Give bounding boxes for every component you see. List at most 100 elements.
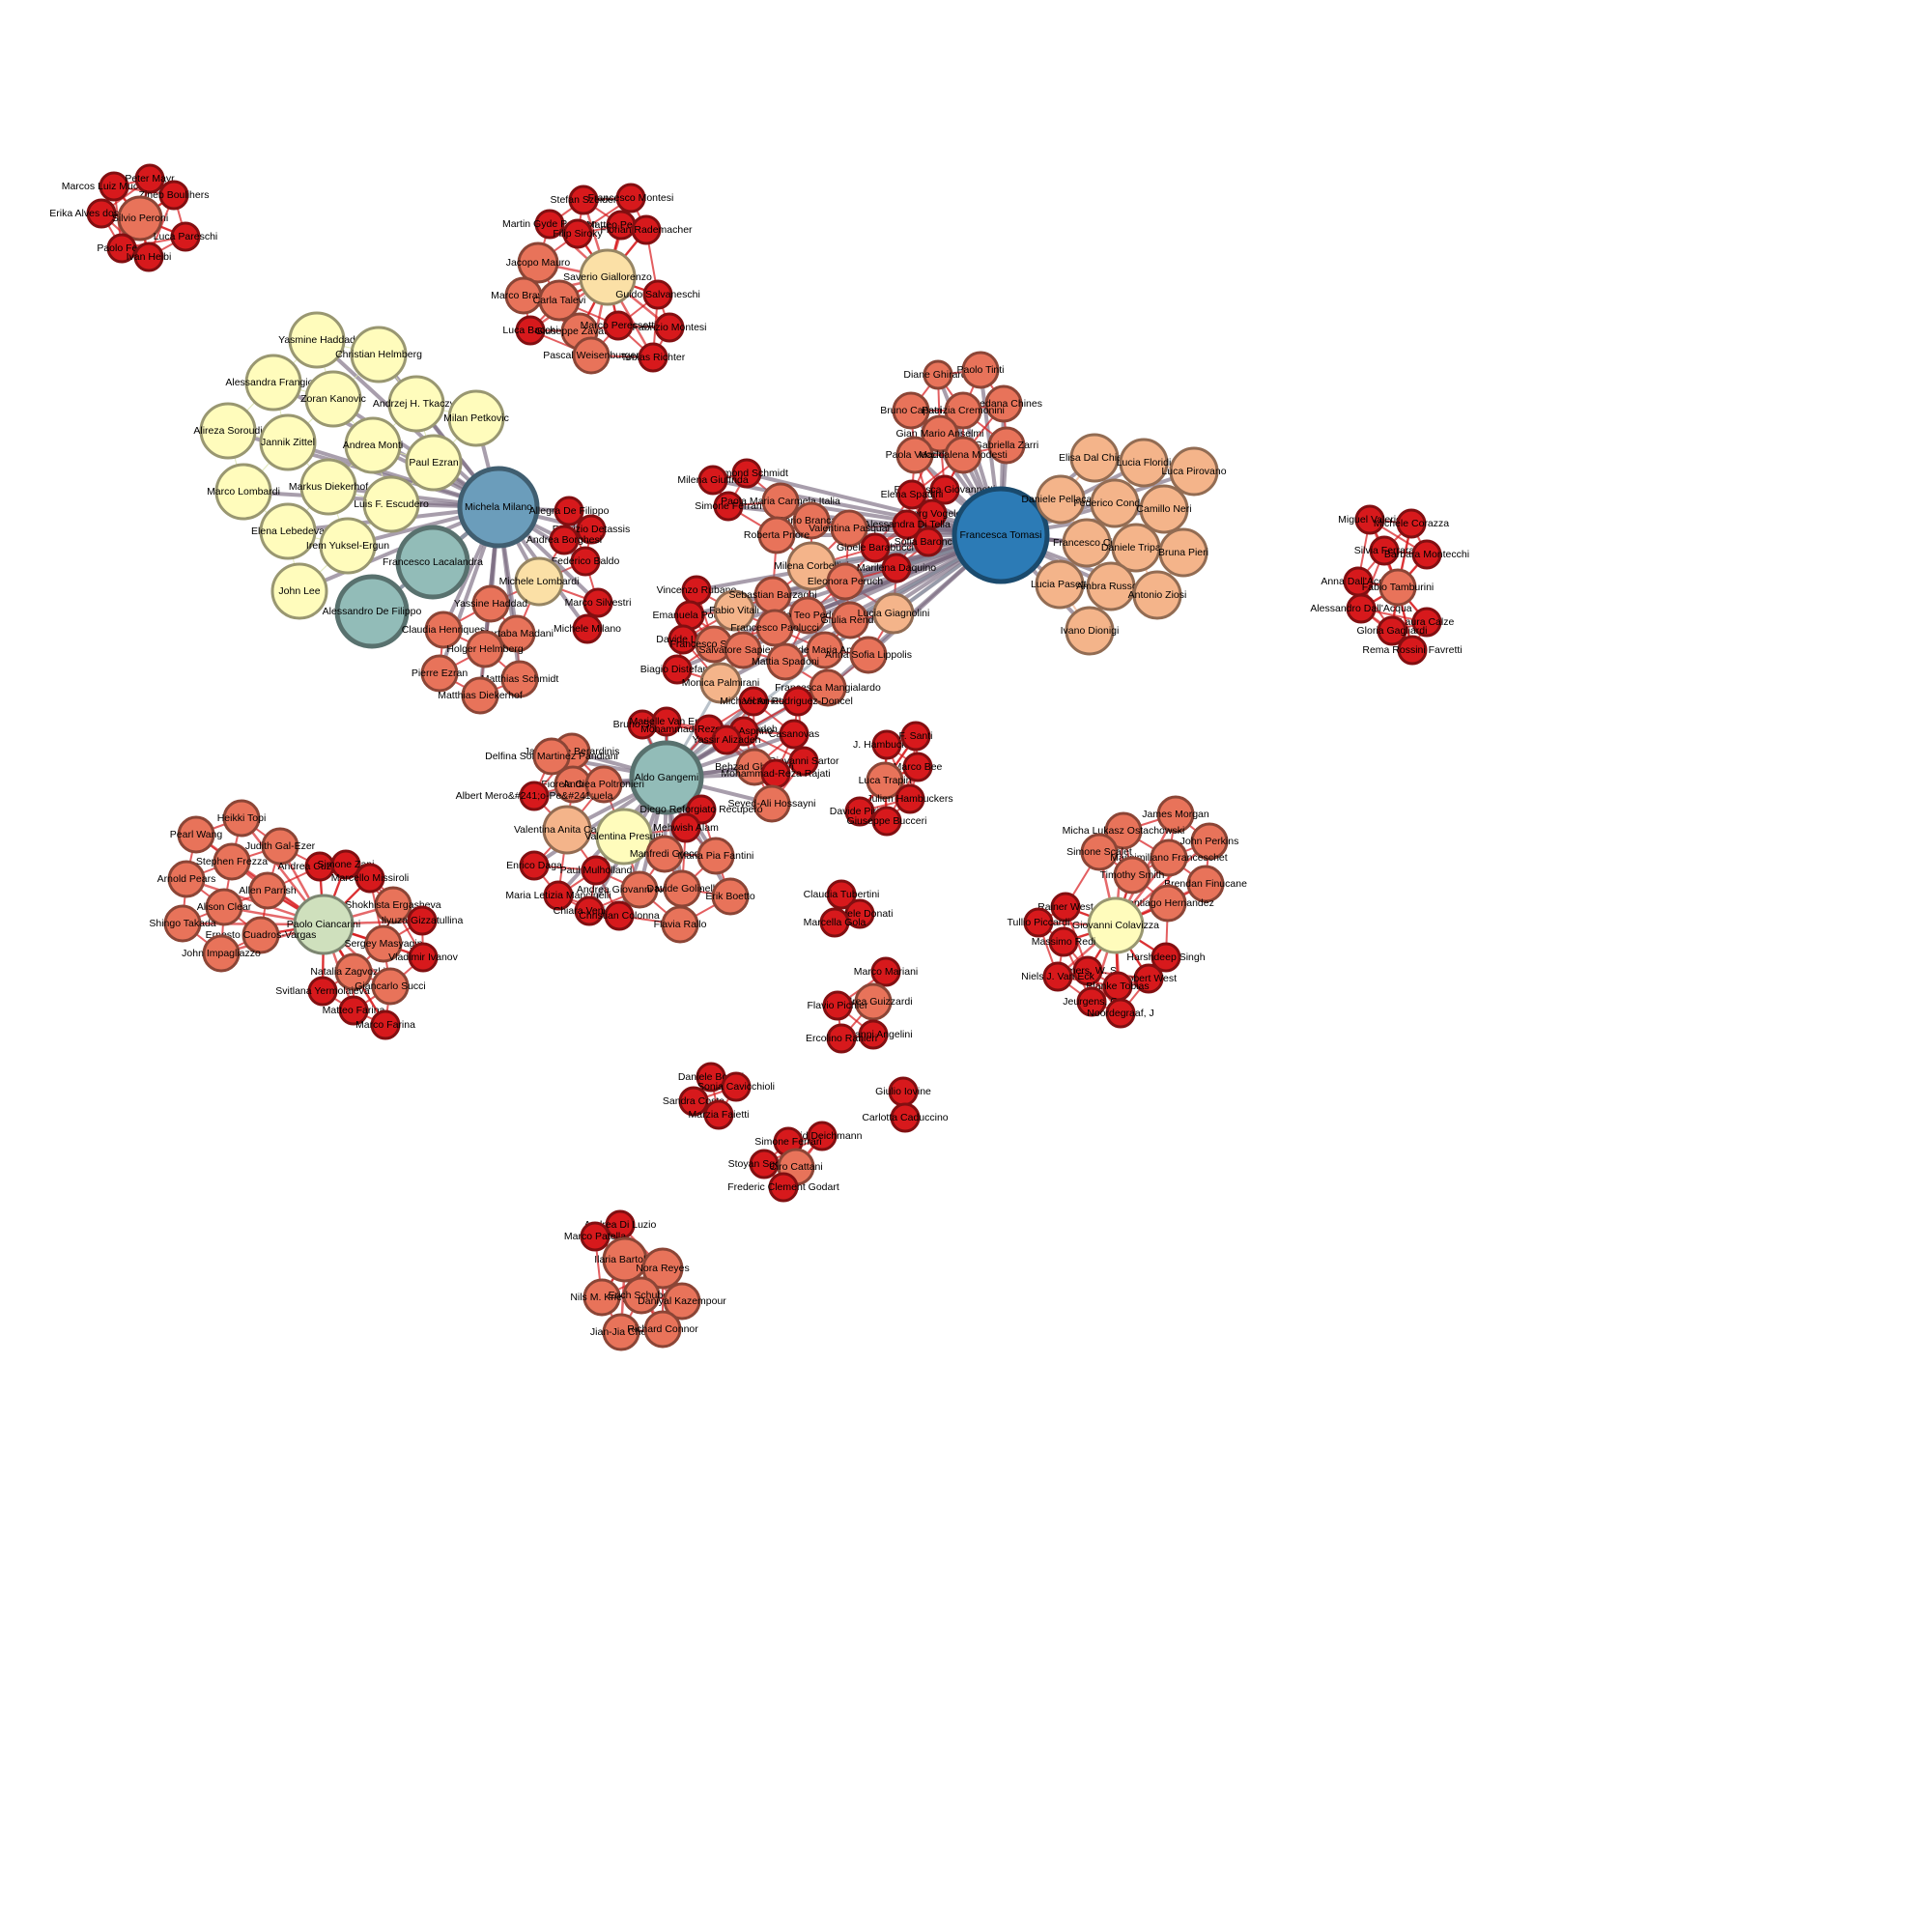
node-circle bbox=[913, 526, 944, 557]
node-circle bbox=[602, 1313, 640, 1351]
node-circle bbox=[620, 870, 659, 909]
node-circle bbox=[661, 905, 699, 944]
author-node[interactable]: Enrico Daga bbox=[506, 850, 562, 881]
author-node[interactable]: Harshdeep Singh bbox=[1126, 942, 1206, 973]
node-circle bbox=[574, 895, 605, 926]
node-circle bbox=[364, 924, 403, 963]
node-circle bbox=[643, 1310, 682, 1349]
node-circle bbox=[699, 662, 742, 704]
node-circle bbox=[888, 1076, 919, 1107]
node-circle bbox=[917, 498, 948, 529]
node-circle bbox=[1378, 568, 1417, 607]
author-node[interactable]: Giulio Iovine bbox=[875, 1076, 931, 1107]
node-circle bbox=[350, 326, 408, 384]
node-circle bbox=[420, 654, 459, 693]
node-circle bbox=[849, 636, 888, 674]
node-circle bbox=[202, 934, 241, 973]
author-node[interactable]: Michele Corazza bbox=[1374, 508, 1449, 539]
author-node[interactable]: Flavia Rallo bbox=[654, 905, 707, 944]
author-node[interactable]: Miguel Valerio bbox=[1338, 504, 1402, 535]
author-node[interactable]: Pascal Weisenburger bbox=[543, 336, 639, 375]
author-node[interactable]: Arnold Pears bbox=[157, 860, 216, 898]
node-circle bbox=[1035, 559, 1085, 610]
node-circle bbox=[1072, 955, 1103, 986]
author-node[interactable]: Andrea Monti bbox=[343, 416, 403, 474]
author-node[interactable]: Gabriella Zarri bbox=[975, 426, 1039, 465]
author-node[interactable]: Erik Boetto bbox=[705, 877, 755, 916]
node-circle bbox=[871, 806, 902, 837]
node-circle bbox=[471, 584, 510, 623]
author-node[interactable]: Rema Rossini Favretti bbox=[1362, 635, 1463, 666]
author-node[interactable]: Francesca Tomasi bbox=[952, 486, 1050, 584]
author-node[interactable]: Alireza Soroudi bbox=[193, 402, 263, 460]
node-circle bbox=[826, 879, 857, 910]
node-circle bbox=[584, 765, 623, 804]
author-node[interactable]: Casanovas bbox=[769, 719, 820, 750]
author-node[interactable]: Alison Clear bbox=[197, 888, 252, 926]
node-circle bbox=[892, 509, 923, 540]
author-node[interactable]: F. Santi bbox=[898, 721, 933, 752]
node-circle bbox=[757, 516, 796, 554]
author-node[interactable]: Michela Milano bbox=[457, 466, 540, 549]
node-circle bbox=[755, 609, 794, 647]
node-circle bbox=[1119, 438, 1169, 488]
node-circle bbox=[407, 905, 438, 936]
author-node[interactable]: Frederic Clement Godart bbox=[727, 1172, 839, 1203]
node-circle bbox=[738, 686, 769, 717]
node-circle bbox=[703, 1099, 734, 1130]
author-node[interactable]: Michele Milano bbox=[554, 613, 621, 644]
node-circle bbox=[1036, 474, 1086, 525]
author-node[interactable]: Paul Ezran bbox=[405, 434, 463, 492]
author-node[interactable]: Stefan Szeider bbox=[551, 185, 617, 215]
node-circle bbox=[1113, 856, 1151, 895]
node-circle bbox=[1065, 606, 1115, 656]
node-circle bbox=[782, 686, 813, 717]
node-circle bbox=[532, 737, 571, 776]
node-circle bbox=[1076, 986, 1107, 1017]
author-node[interactable]: Christian Helmberg bbox=[335, 326, 422, 384]
node-circle bbox=[604, 900, 635, 931]
author-node[interactable]: Jannik Zittel bbox=[259, 413, 317, 471]
author-node[interactable]: Jacopo Mauro bbox=[506, 242, 571, 284]
author-node[interactable]: Jian-Jia Chen bbox=[590, 1313, 652, 1351]
author-node[interactable]: Paolo Ciancarini bbox=[287, 894, 360, 955]
node-circle bbox=[866, 761, 904, 800]
author-node[interactable]: Yasmine Haddad bbox=[278, 311, 355, 369]
author-node[interactable]: John Perkins bbox=[1180, 822, 1239, 861]
node-circle bbox=[117, 195, 163, 242]
author-node[interactable]: Francesco Montesi bbox=[588, 183, 674, 213]
node-circle bbox=[1062, 518, 1112, 568]
node-circle bbox=[549, 525, 580, 555]
author-node[interactable]: Maria Pia Fantini bbox=[678, 837, 754, 875]
node-circle bbox=[1151, 942, 1181, 973]
node-circle bbox=[1346, 593, 1377, 624]
author-node[interactable]: Antonio Ziosi bbox=[1128, 570, 1187, 620]
node-circle bbox=[663, 869, 701, 908]
author-node[interactable]: Lucia Floridi bbox=[1117, 438, 1172, 488]
node-circle bbox=[543, 880, 574, 911]
author-node[interactable]: John Lee bbox=[270, 562, 328, 620]
author-node[interactable]: Milan Petkovic bbox=[443, 389, 509, 447]
node-circle bbox=[1354, 504, 1385, 535]
author-node[interactable]: Bruna Pieri bbox=[1158, 527, 1208, 578]
author-node[interactable]: Zoran Kanovic bbox=[300, 370, 366, 428]
author-node[interactable]: Ivano Dionigi bbox=[1061, 606, 1120, 656]
author-node[interactable]: Pierre Ezran bbox=[412, 654, 469, 693]
author-node[interactable]: Carlotta Caduccino bbox=[862, 1102, 949, 1133]
author-node[interactable]: Fabrizio Montesi bbox=[632, 312, 707, 343]
node-circle bbox=[338, 995, 369, 1026]
author-node[interactable]: Fabio Vitali bbox=[709, 589, 759, 632]
node-circle bbox=[1377, 615, 1407, 646]
node-circle bbox=[288, 311, 346, 369]
node-circle bbox=[711, 877, 750, 916]
author-node[interactable]: Diane Ghirardo bbox=[903, 359, 973, 390]
author-node[interactable]: Paolo Tinti bbox=[956, 351, 1005, 389]
author-node[interactable]: Simone Ferrari bbox=[695, 491, 762, 522]
node-circle bbox=[99, 171, 129, 202]
node-circle bbox=[1169, 446, 1219, 497]
node-circle bbox=[334, 574, 410, 649]
node-circle bbox=[860, 532, 891, 563]
author-node[interactable]: Seyed-Ali Hossayni bbox=[727, 784, 816, 823]
author-node[interactable]: Marco Mariani bbox=[854, 956, 919, 987]
node-circle bbox=[871, 729, 902, 760]
